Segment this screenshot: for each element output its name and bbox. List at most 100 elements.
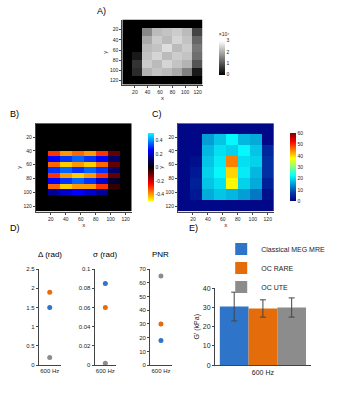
svg-text:20: 20 [48, 216, 54, 222]
svg-text:x: x [224, 222, 227, 228]
svg-text:100: 100 [249, 216, 258, 222]
svg-text:x: x [161, 95, 164, 101]
svg-text:y: y [158, 166, 164, 169]
svg-text:3: 3 [227, 37, 230, 43]
svg-text:1: 1 [227, 60, 230, 66]
svg-text:60: 60 [113, 47, 119, 53]
svg-text:80: 80 [235, 216, 241, 222]
svg-text:80: 80 [26, 175, 32, 181]
svg-text:0.08: 0.08 [79, 285, 91, 291]
svg-text:20: 20 [139, 335, 146, 341]
svg-text:40: 40 [168, 148, 174, 154]
svg-text:80: 80 [168, 175, 174, 181]
svg-text:2.5: 2.5 [26, 266, 35, 272]
svg-text:40: 40 [113, 37, 119, 43]
svg-text:OC UTE: OC UTE [261, 284, 288, 291]
svg-text:100: 100 [106, 216, 115, 222]
svg-text:120: 120 [121, 216, 130, 222]
svg-text:0: 0 [156, 164, 159, 170]
svg-text:20: 20 [298, 175, 304, 181]
svg-text:100: 100 [23, 189, 32, 195]
svg-text:60: 60 [168, 161, 174, 167]
svg-text:100: 100 [181, 89, 190, 95]
svg-text:40: 40 [205, 216, 211, 222]
svg-text:0: 0 [31, 362, 35, 368]
svg-text:0: 0 [143, 362, 147, 368]
svg-text:x: x [82, 222, 85, 228]
svg-text:0: 0 [298, 198, 301, 204]
svg-text:600 Hz: 600 Hz [151, 368, 170, 374]
svg-text:40: 40 [145, 89, 151, 95]
svg-text:60: 60 [139, 280, 146, 286]
svg-text:120: 120 [166, 203, 175, 209]
svg-text:100: 100 [110, 67, 119, 73]
svg-text:20: 20 [26, 134, 32, 140]
svg-text:50: 50 [139, 294, 146, 300]
svg-text:2: 2 [227, 49, 230, 55]
svg-text:1: 1 [31, 324, 35, 330]
svg-text:0: 0 [87, 362, 91, 368]
svg-text:40: 40 [26, 148, 32, 154]
svg-text:40: 40 [298, 153, 304, 159]
svg-text:600 Hz: 600 Hz [252, 369, 275, 376]
svg-text:20: 20 [113, 26, 119, 32]
svg-text:100: 100 [166, 189, 175, 195]
svg-text:y: y [16, 166, 22, 169]
svg-text:0.4: 0.4 [156, 137, 163, 143]
svg-text:20: 20 [168, 134, 174, 140]
svg-text:50: 50 [298, 141, 304, 147]
svg-text:1.5: 1.5 [26, 305, 35, 311]
svg-text:×10⁴: ×10⁴ [219, 31, 230, 37]
svg-text:10: 10 [298, 187, 304, 193]
svg-text:B): B) [10, 109, 19, 119]
svg-text:40: 40 [203, 285, 211, 292]
svg-text:-0.4: -0.4 [156, 191, 165, 197]
svg-text:0.5: 0.5 [26, 343, 35, 349]
svg-text:20: 20 [132, 89, 138, 95]
svg-text:0.2: 0.2 [156, 151, 163, 157]
svg-text:0.04: 0.04 [79, 324, 91, 330]
svg-text:PNR: PNR [152, 250, 169, 259]
svg-text:OC RARE: OC RARE [261, 265, 293, 272]
svg-text:60: 60 [220, 216, 226, 222]
svg-text:0: 0 [227, 71, 230, 77]
svg-text:30: 30 [139, 321, 146, 327]
svg-text:80: 80 [113, 57, 119, 63]
svg-text:Classical MEG MRE: Classical MEG MRE [261, 246, 325, 253]
svg-text:10: 10 [139, 349, 146, 355]
svg-text:0.06: 0.06 [79, 305, 91, 311]
svg-text:120: 120 [23, 203, 32, 209]
svg-text:Δ (rad): Δ (rad) [38, 250, 62, 259]
svg-text:60: 60 [26, 161, 32, 167]
svg-text:2: 2 [31, 285, 35, 291]
svg-text:80: 80 [93, 216, 99, 222]
svg-text:D): D) [10, 223, 20, 233]
svg-text:30: 30 [203, 304, 211, 311]
svg-text:G' (kPa): G' (kPa) [193, 314, 201, 339]
svg-text:A): A) [97, 6, 106, 16]
svg-text:0: 0 [207, 362, 211, 369]
svg-text:120: 120 [264, 216, 273, 222]
svg-text:-0.2: -0.2 [156, 178, 165, 184]
svg-text:y: y [102, 51, 108, 54]
svg-text:20: 20 [190, 216, 196, 222]
svg-text:80: 80 [170, 89, 176, 95]
svg-text:70: 70 [139, 266, 146, 272]
svg-text:40: 40 [139, 307, 146, 313]
svg-text:120: 120 [193, 89, 202, 95]
svg-text:60: 60 [298, 130, 304, 136]
svg-text:20: 20 [203, 323, 211, 330]
svg-text:σ (rad): σ (rad) [93, 250, 117, 259]
svg-text:120: 120 [110, 77, 119, 83]
svg-text:30: 30 [298, 164, 304, 170]
svg-text:600 Hz: 600 Hz [96, 368, 115, 374]
svg-text:600 Hz: 600 Hz [40, 368, 59, 374]
svg-text:C): C) [152, 109, 162, 119]
svg-text:60: 60 [78, 216, 84, 222]
svg-text:40: 40 [63, 216, 69, 222]
svg-text:60: 60 [157, 89, 163, 95]
svg-text:E): E) [189, 223, 198, 233]
svg-text:0.1: 0.1 [82, 266, 91, 272]
svg-text:10: 10 [203, 342, 211, 349]
svg-text:0.02: 0.02 [79, 343, 91, 349]
